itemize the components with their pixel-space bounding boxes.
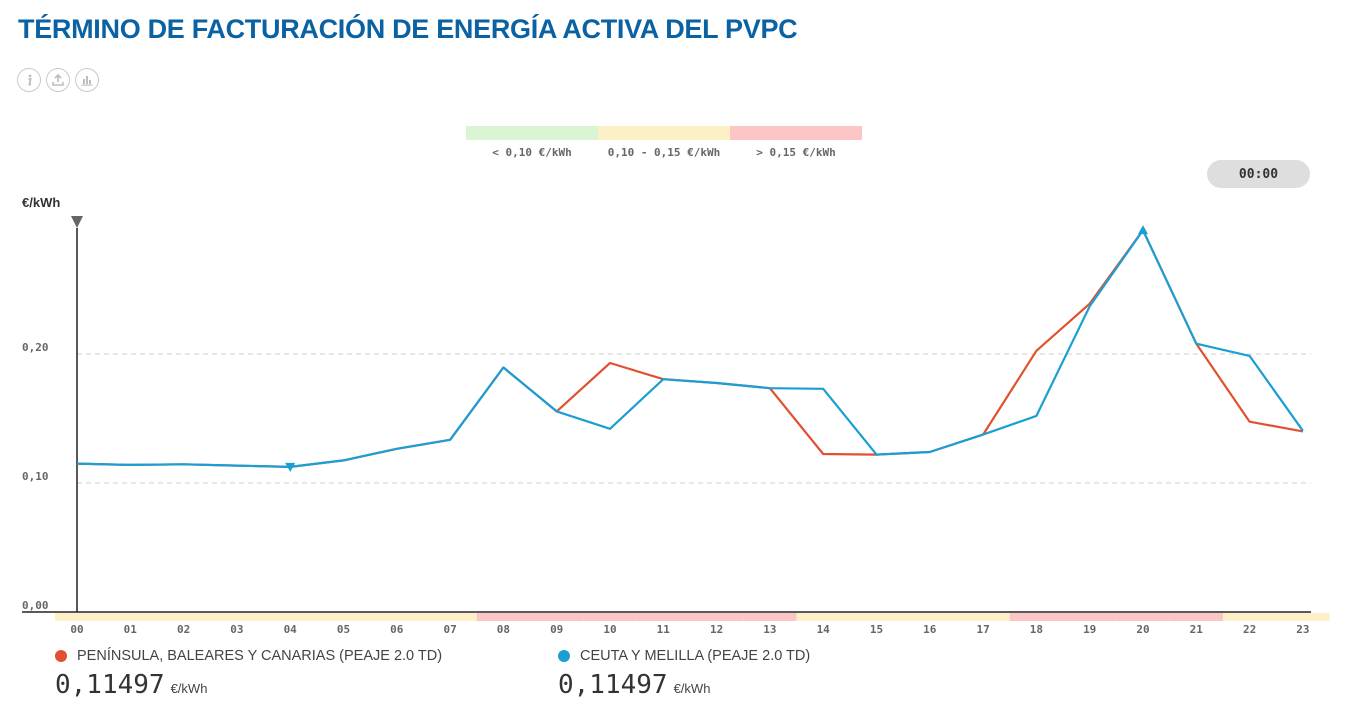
x-tick-label: 10	[603, 623, 616, 636]
hour-band-07	[423, 613, 477, 621]
hour-band-16	[903, 613, 957, 621]
series-line-ceuta	[76, 229, 1304, 468]
toolbar	[17, 68, 99, 92]
info-icon[interactable]	[17, 68, 41, 92]
hour-band-11	[636, 613, 690, 621]
x-tick-label: 14	[817, 623, 831, 636]
current-hour-marker	[71, 216, 83, 228]
legend-high-swatch	[730, 126, 862, 140]
hour-band-22	[1222, 613, 1277, 621]
price-line-chart: 0,00 0,10 0,20 €/kWh 00 01 02 03 04 05 06 07 08 09 10 1…	[22, 195, 1330, 636]
hour-band-05	[316, 613, 371, 621]
legend-low: < 0,10 €/kWh	[466, 126, 598, 159]
hour-band-03	[210, 613, 264, 621]
x-tick-label: 18	[1030, 623, 1043, 636]
x-tick-label: 20	[1136, 623, 1149, 636]
x-tick-label: 19	[1083, 623, 1096, 636]
series-name-ceuta: CEUTA Y MELILLA (PEAJE 2.0 TD)	[580, 648, 811, 664]
series-unit-ceuta: €/kWh	[673, 681, 711, 696]
hour-band-06	[370, 613, 424, 621]
x-tick-label: 01	[124, 623, 138, 636]
hour-band-19	[1063, 613, 1117, 621]
hour-band-15	[849, 613, 904, 621]
x-tick-label: 15	[870, 623, 883, 636]
series-dot-ceuta	[558, 650, 570, 662]
bar-chart-icon[interactable]	[75, 68, 99, 92]
x-tick-label: 22	[1243, 623, 1256, 636]
hour-band-02	[156, 613, 211, 621]
legend-low-label: < 0,10 €/kWh	[492, 146, 572, 159]
x-tick-label: 21	[1190, 623, 1204, 636]
min-marker	[285, 462, 296, 472]
y-tick-label: 0,00	[22, 599, 49, 612]
x-tick-label: 03	[230, 623, 243, 636]
legend-mid: 0,10 - 0,15 €/kWh	[598, 126, 730, 159]
series-value-ceuta: 0,11497	[558, 670, 668, 700]
x-tick-label: 12	[710, 623, 723, 636]
hour-band-00	[55, 613, 104, 621]
x-tick-label: 06	[390, 623, 404, 636]
hour-band-20	[1116, 613, 1170, 621]
legend-low-swatch	[466, 126, 598, 140]
legend-high: > 0,15 €/kWh	[730, 126, 862, 159]
series-name-peninsula: PENÍNSULA, BALEARES Y CANARIAS (PEAJE 2.…	[77, 648, 443, 664]
x-tick-label: 11	[657, 623, 671, 636]
y-tick-label: 0,10	[22, 470, 49, 483]
price-range-legend: < 0,10 €/kWh 0,10 - 0,15 €/kWh > 0,15 €/…	[466, 126, 862, 159]
hour-band-21	[1169, 613, 1223, 621]
hour-band-04	[263, 613, 317, 621]
hour-band-17	[956, 613, 1010, 621]
download-icon[interactable]	[46, 68, 70, 92]
series-value-peninsula: 0,11497	[55, 670, 165, 700]
hour-band-13	[743, 613, 797, 621]
x-tick-label: 16	[923, 623, 937, 636]
x-tick-label: 09	[550, 623, 563, 636]
hour-band-12	[689, 613, 744, 621]
y-axis-label: €/kWh	[22, 195, 60, 210]
legend-mid-swatch	[598, 126, 730, 140]
hour-band-23	[1276, 613, 1330, 621]
x-tick-label: 13	[763, 623, 776, 636]
x-tick-label: 00	[70, 623, 83, 636]
series-unit-peninsula: €/kWh	[170, 681, 208, 696]
hour-band-08	[476, 613, 531, 621]
page-title: TÉRMINO DE FACTURACIÓN DE ENERGÍA ACTIVA…	[18, 14, 798, 44]
hour-band-01	[103, 613, 157, 621]
x-tick-label: 08	[497, 623, 510, 636]
legend-mid-label: 0,10 - 0,15 €/kWh	[607, 146, 721, 159]
x-tick-label: 17	[976, 623, 989, 636]
x-tick-label: 02	[177, 623, 190, 636]
hour-band-10	[583, 613, 637, 621]
hour-band-14	[796, 613, 850, 621]
hour-band-09	[530, 613, 584, 621]
x-tick-label: 23	[1296, 623, 1309, 636]
max-marker	[1138, 225, 1148, 235]
time-selector[interactable]: 00:00	[1207, 160, 1310, 188]
series-dot-peninsula	[55, 650, 67, 662]
x-tick-label: 04	[284, 623, 298, 636]
legend-high-label: > 0,15 €/kWh	[756, 146, 836, 159]
x-tick-label: 05	[337, 623, 350, 636]
hour-band-18	[1009, 613, 1064, 621]
series-legend-peninsula: PENÍNSULA, BALEARES Y CANARIAS (PEAJE 2.…	[55, 648, 442, 700]
y-tick-label: 0,20	[22, 341, 49, 354]
series-legend-ceuta: CEUTA Y MELILLA (PEAJE 2.0 TD) 0,11497 €/…	[558, 648, 810, 700]
x-tick-label: 07	[443, 623, 456, 636]
